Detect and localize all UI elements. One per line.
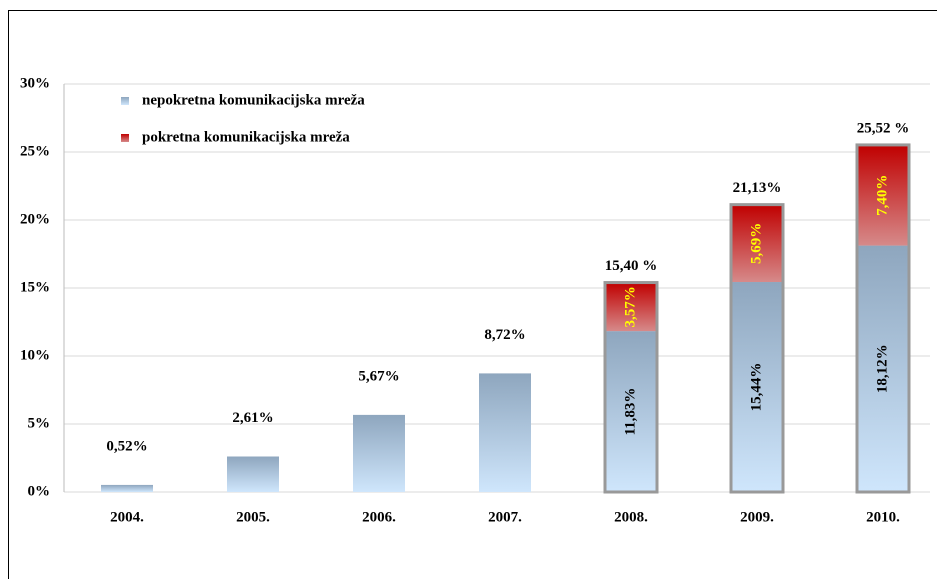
stack-outline bbox=[729, 203, 785, 494]
legend-swatch bbox=[121, 97, 129, 105]
total-label: 15,40 % bbox=[605, 258, 658, 274]
value-label: 7,40% bbox=[874, 175, 890, 216]
y-tick-label: 20% bbox=[20, 211, 50, 227]
legend-label: nepokretna komunikacijska mreža bbox=[142, 92, 365, 108]
x-tick-label: 2009. bbox=[740, 509, 774, 525]
bar-segment bbox=[227, 456, 279, 492]
y-tick-label: 30% bbox=[20, 75, 50, 91]
total-label: 21,13% bbox=[733, 180, 782, 196]
value-label: 5,67% bbox=[358, 368, 399, 384]
value-label: 8,72% bbox=[484, 327, 525, 343]
legend-label: pokretna komunikacijska mreža bbox=[142, 129, 350, 145]
bar-segment bbox=[605, 282, 657, 332]
x-tick-label: 2005. bbox=[236, 509, 270, 525]
y-tick-label: 5% bbox=[28, 415, 51, 431]
value-label: 2,61% bbox=[232, 410, 273, 426]
y-tick-label: 25% bbox=[20, 143, 50, 159]
value-label: 5,69% bbox=[748, 223, 764, 264]
bar-segment bbox=[101, 484, 153, 492]
bar-segment bbox=[605, 331, 657, 492]
x-tick-label: 2008. bbox=[614, 509, 648, 525]
bar-segment bbox=[731, 282, 783, 492]
bar-segment bbox=[353, 414, 405, 492]
bar-segment bbox=[857, 144, 909, 246]
value-label: 15,44% bbox=[748, 363, 764, 412]
x-tick-label: 2010. bbox=[866, 509, 900, 525]
stack-outline bbox=[855, 143, 911, 494]
bar-segment bbox=[479, 373, 531, 492]
stack-outline bbox=[603, 281, 659, 494]
legend-swatch bbox=[121, 134, 129, 142]
y-tick-label: 15% bbox=[20, 279, 50, 295]
x-tick-label: 2004. bbox=[110, 509, 144, 525]
x-tick-label: 2007. bbox=[488, 509, 522, 525]
y-tick-label: 10% bbox=[20, 347, 50, 363]
value-label: 0,52% bbox=[106, 438, 147, 454]
x-tick-label: 2006. bbox=[362, 509, 396, 525]
y-tick-label: 0% bbox=[28, 483, 51, 499]
total-label: 25,52 % bbox=[857, 120, 910, 136]
value-label: 11,83% bbox=[622, 388, 638, 436]
value-label: 18,12% bbox=[874, 344, 890, 393]
bar-segment bbox=[731, 204, 783, 283]
bar-segment bbox=[857, 245, 909, 492]
value-label: 3,57% bbox=[622, 286, 638, 327]
